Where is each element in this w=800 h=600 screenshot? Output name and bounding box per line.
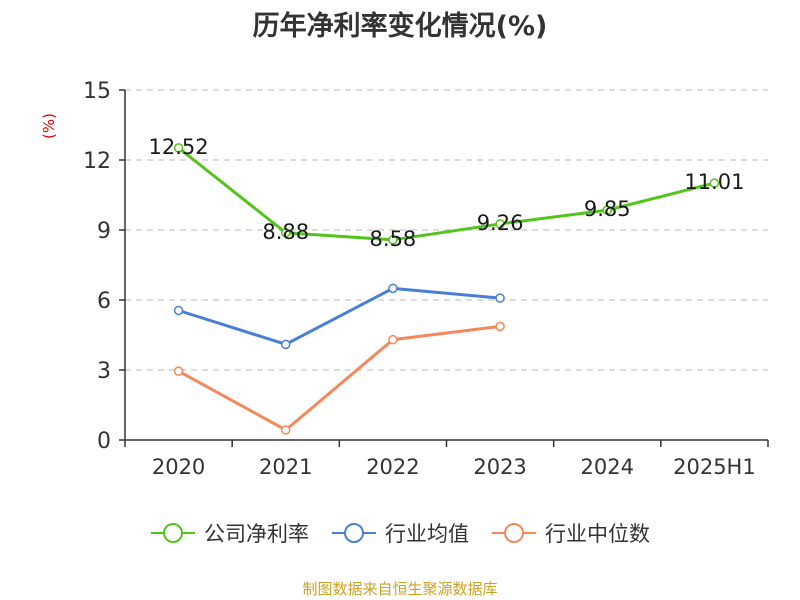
y-tick-label: 0 [97,429,111,454]
data-label: 9.26 [477,211,524,235]
y-tick-label: 6 [97,289,111,314]
data-point[interactable] [495,219,505,229]
data-point[interactable] [281,339,291,350]
legend-label: 行业均值 [385,522,469,546]
y-tick-label: 3 [97,359,111,384]
y-tick-label: 12 [83,149,111,174]
data-point[interactable] [281,228,291,238]
data-point[interactable] [602,205,612,215]
data-point[interactable] [388,283,398,294]
x-tick-label: 2025H1 [673,455,756,479]
data-point[interactable] [173,305,184,316]
data-label: 9.85 [584,197,631,221]
data-label: 8.58 [370,227,417,251]
x-tick-label: 2020 [152,455,205,479]
data-label: 11.01 [684,170,744,194]
series-line-2 [177,324,501,432]
data-point[interactable] [281,425,291,435]
data-source-note: 制图数据来自恒生聚源数据库 [302,580,498,598]
legend: 公司净利率 行业均值 行业中位数 [0,518,800,548]
x-tick-label: 2024 [581,455,634,479]
data-label: 12.52 [149,135,209,159]
chart-title: 历年净利率变化情况(%) [252,11,548,42]
legend-label: 公司净利率 [204,522,309,546]
data-point[interactable] [173,366,184,376]
y-tick-label: 9 [97,219,111,244]
y-tick-label: 15 [83,79,111,104]
data-point[interactable] [495,321,505,332]
x-tick-label: 2023 [473,455,526,479]
x-tick-label: 2021 [259,455,312,479]
legend-item-industry-average[interactable]: 行业均值 [331,518,469,548]
series-line-0 [177,146,715,242]
data-point[interactable] [388,235,398,245]
x-tick-label: 2022 [366,455,419,479]
data-point[interactable] [709,178,720,188]
data-point[interactable] [173,143,184,153]
legend-label: 行业中位数 [545,522,650,546]
legend-item-company-net-margin[interactable]: 公司净利率 [150,518,309,548]
series-line-1 [178,286,501,346]
data-point[interactable] [388,334,398,345]
legend-item-industry-median[interactable]: 行业中位数 [491,518,650,548]
legend-marker-company-net-margin [151,523,195,543]
legend-marker-industry-median [492,523,536,543]
legend-marker-industry-average [332,523,376,543]
data-label: 8.88 [262,220,309,244]
data-point[interactable] [495,293,505,303]
